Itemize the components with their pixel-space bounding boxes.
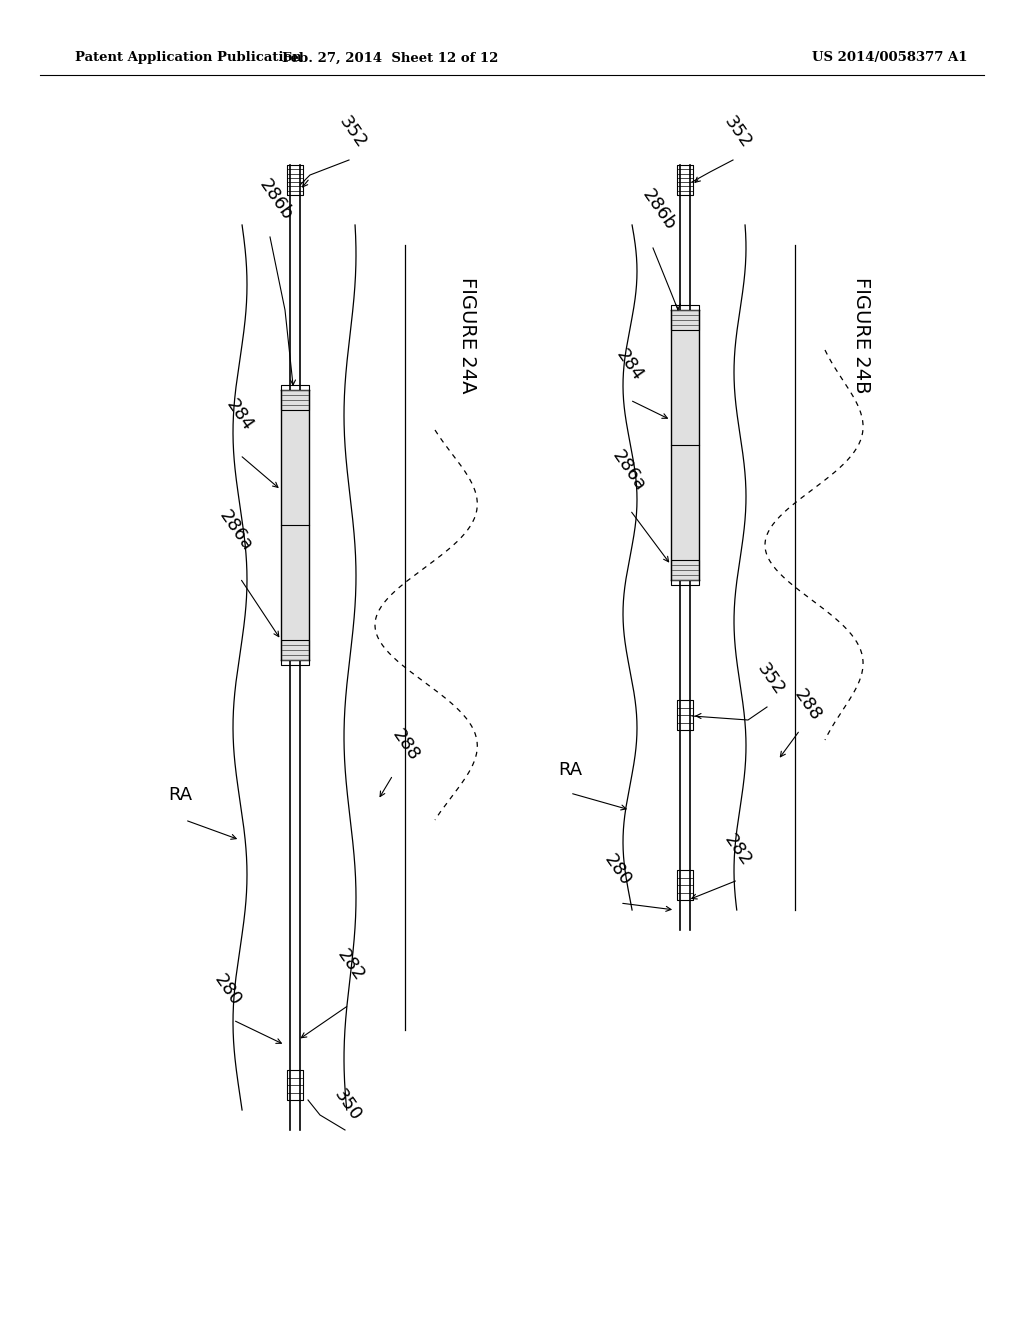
Bar [281,640,309,665]
Text: Patent Application Publication: Patent Application Publication [75,51,302,65]
Text: 282: 282 [333,945,368,983]
Text: 280: 280 [600,850,634,888]
Bar [677,165,693,195]
Bar [671,560,699,585]
Text: FIGURE 24B: FIGURE 24B [853,277,871,393]
Bar [281,389,309,660]
Text: 352: 352 [335,114,370,152]
Text: 286b: 286b [255,176,296,224]
Text: 280: 280 [210,970,245,1008]
Text: 284: 284 [222,396,256,434]
Text: 286a: 286a [608,446,649,494]
Bar [677,870,693,900]
Text: 352: 352 [720,114,755,152]
Text: 284: 284 [612,346,646,384]
Text: 282: 282 [720,830,755,869]
Text: FIGURE 24A: FIGURE 24A [459,277,477,393]
Text: 288: 288 [790,685,824,723]
Text: RA: RA [168,785,193,804]
Bar [671,310,699,579]
Text: US 2014/0058377 A1: US 2014/0058377 A1 [812,51,968,65]
Text: 350: 350 [330,1085,365,1125]
Text: RA: RA [558,762,582,779]
Bar [677,700,693,730]
Text: 352: 352 [753,660,787,700]
Bar [671,305,699,330]
Text: Feb. 27, 2014  Sheet 12 of 12: Feb. 27, 2014 Sheet 12 of 12 [282,51,499,65]
Text: 288: 288 [388,726,422,764]
Text: 286b: 286b [638,186,679,234]
Bar [287,1071,303,1100]
Bar [287,165,303,195]
Text: 286a: 286a [215,507,256,554]
Bar [281,385,309,411]
